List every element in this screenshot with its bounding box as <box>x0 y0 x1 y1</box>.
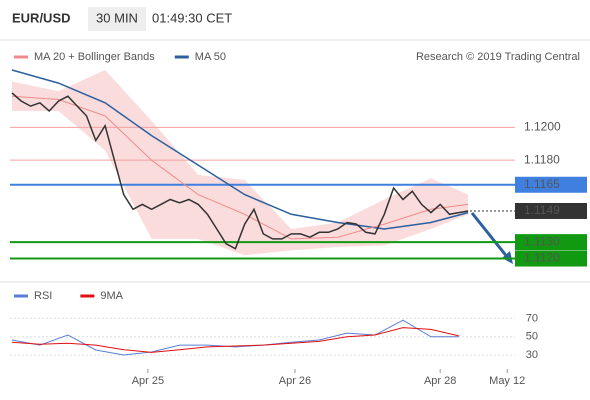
level-label: 1.1120 <box>524 251 560 265</box>
level-label: 1.1200 <box>524 120 561 134</box>
symbol: EUR/USD <box>12 10 71 25</box>
arrow-head <box>502 251 513 264</box>
legend-label: 9MA <box>100 290 123 302</box>
ma50-line <box>11 69 469 230</box>
forecast-arrow <box>470 212 510 259</box>
level-label: 1.1180 <box>524 152 560 166</box>
ma20-line <box>11 95 469 240</box>
x-tick-label: Apr 26 <box>279 375 311 387</box>
x-tick-label: Apr 25 <box>132 375 164 387</box>
x-tick-label: May 12 <box>489 375 525 387</box>
bollinger-band <box>12 70 469 256</box>
legend-label: RSI <box>34 290 52 302</box>
level-tag <box>515 176 587 193</box>
level-tag <box>515 202 587 219</box>
level-label: 1.1149 <box>524 203 560 217</box>
y-tick-label: 30 <box>526 349 538 361</box>
y-tick-label: 70 <box>526 312 538 324</box>
timeframe-box <box>88 7 146 31</box>
y-tick-label: 50 <box>526 331 538 343</box>
rsi-ma-line <box>11 327 459 353</box>
rsi-line <box>11 319 459 356</box>
legend-label: MA 50 <box>195 51 226 63</box>
level-tag <box>515 234 587 251</box>
level-label: 1.1165 <box>524 177 560 191</box>
level-label: 1.1130 <box>524 234 560 248</box>
timeframe: 30 MIN <box>96 10 138 25</box>
level-tag <box>515 250 587 267</box>
x-tick-label: Apr 28 <box>424 375 456 387</box>
price-line <box>11 92 469 250</box>
source: Research © 2019 Trading Central <box>416 51 580 63</box>
time: 01:49:30 CET <box>152 10 232 25</box>
legend-label: MA 20 + Bollinger Bands <box>34 51 155 63</box>
